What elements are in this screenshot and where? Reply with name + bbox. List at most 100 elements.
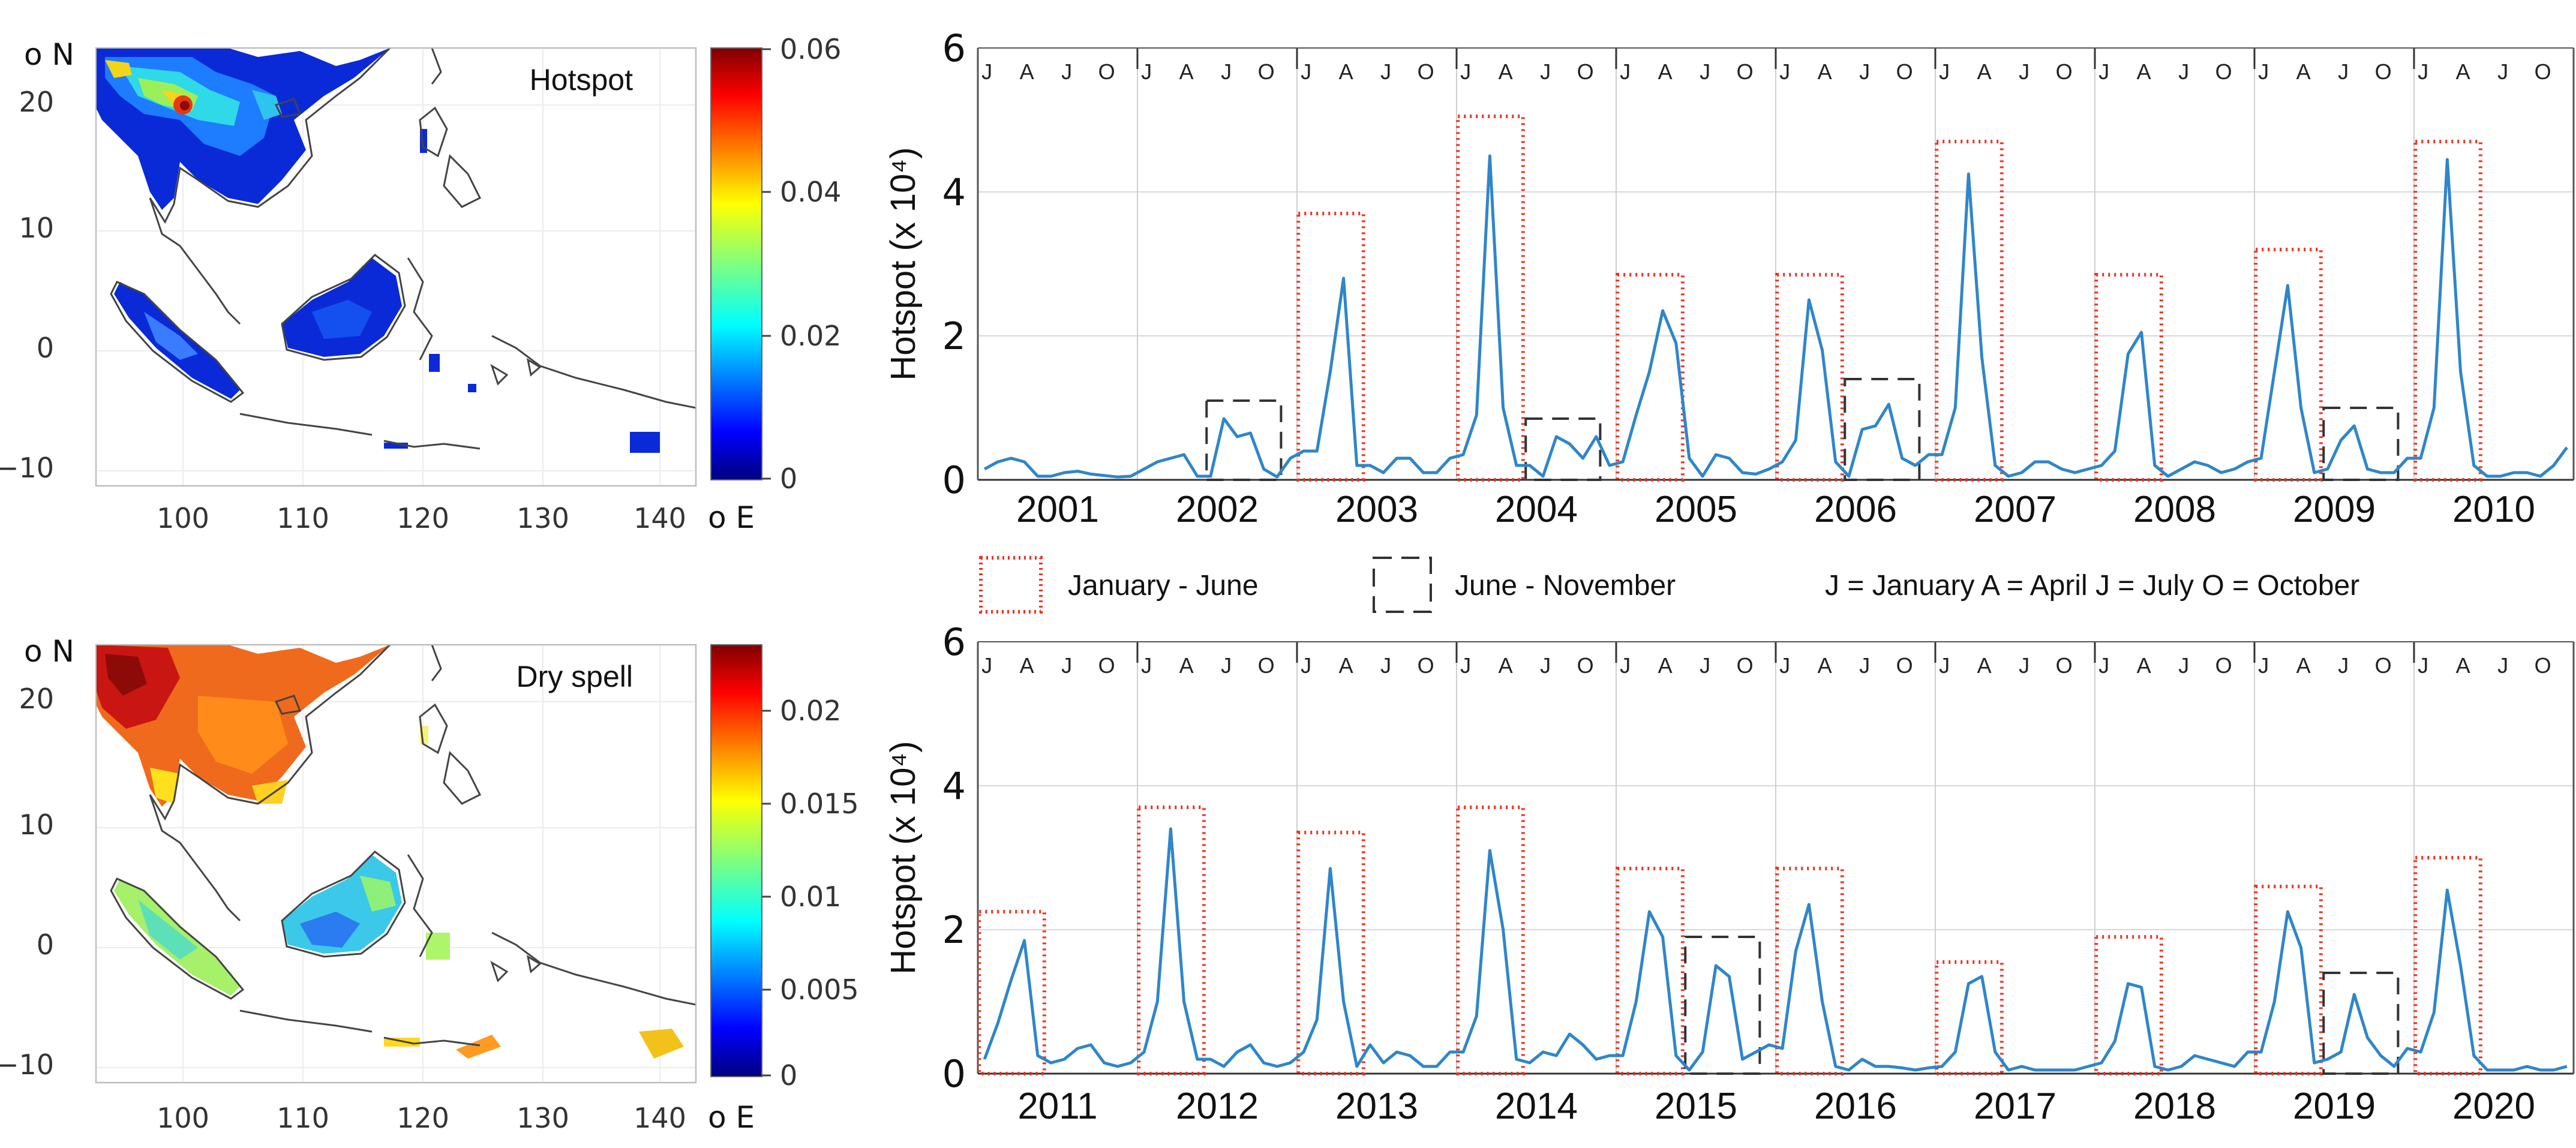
colorbar-tick: 0.02 [780,320,841,352]
month-label: O [2215,59,2232,84]
month-label: J [1939,59,1950,84]
month-label: O [1418,653,1434,678]
dryspell-density-layer [96,645,684,1059]
map-border [95,644,696,1083]
month-label: J [981,59,992,84]
month-label: J [1540,59,1551,84]
lon-tick: 140 [634,502,686,534]
year-label: 2006 [1814,489,1897,530]
lat-tick: −10 [0,452,54,484]
colorbar-tick: 0.015 [780,788,859,820]
y-tick-label: 4 [942,170,966,214]
jan-jun-box [1616,273,1685,482]
coastline [110,48,696,450]
lon-tick: 100 [157,1102,209,1134]
hotspot-colorbar: 0.06 0.04 0.02 0 [710,33,841,495]
month-label: J [1460,653,1471,678]
lon-tick: 110 [277,1102,329,1134]
month-label: J [1700,59,1710,84]
year-label: 2014 [1495,1086,1578,1127]
dryspell-colorbar: 0.02 0.015 0.01 0.005 0 [710,644,859,1092]
lat-tick: 0 [37,332,54,364]
year-label: 2008 [2133,489,2216,530]
year-label: 2019 [2293,1086,2376,1127]
lat-tick: −10 [0,1048,54,1081]
month-label: O [2215,653,2232,678]
month-label: J [1061,59,1072,84]
map-title: Hotspot [530,63,633,97]
month-label: A [2296,653,2311,678]
month-label: A [2456,59,2470,84]
colorbar-tick: 0.005 [780,973,859,1006]
lon-tick: 120 [397,502,449,534]
month-label: O [1737,59,1754,84]
month-label: J [1221,59,1232,84]
month-label: O [2375,59,2392,84]
jan-jun-box [2413,856,2482,1075]
month-label: J [1380,59,1391,84]
year-label: 2011 [1017,1086,1097,1127]
month-label: A [1179,59,1194,84]
month-label: J [2098,59,2109,84]
jan-jun-box [1456,806,1525,1075]
legend: January - June June - November J = Janua… [979,556,2359,614]
month-label: J [1859,59,1870,84]
y-axis-label: Hotspot (x 10⁴) [884,147,923,380]
month-label: J [2178,653,2189,678]
colorbar-tick: 0.04 [780,176,841,208]
month-label: J [2178,59,2189,84]
month-label: J [1779,653,1790,678]
month-label: J [2497,653,2508,678]
lon-tick: 120 [397,1102,449,1134]
month-label: O [1577,653,1594,678]
colorbar-tick: 0.01 [780,880,841,913]
lat-tick: 10 [19,212,54,244]
year-label: 2009 [2293,489,2376,530]
month-label: O [1737,653,1754,678]
year-label: 2010 [2452,489,2535,530]
year-label: 2018 [2133,1086,2216,1127]
legend-jun-nov-label: June - November [1455,570,1676,602]
y-tick-label: 2 [942,908,966,952]
jan-jun-box [977,910,1046,1075]
month-label: A [1339,653,1353,678]
year-label: 2004 [1495,489,1578,530]
legend-jan-jun-swatch [979,556,1043,614]
map-title: Dry spell [517,660,633,693]
y-tick-label: 0 [942,458,966,502]
month-label: A [1818,59,1832,84]
colorbar-tick: 0 [780,1059,797,1092]
month-label: A [1020,653,1034,678]
lat-tick: 20 [19,683,54,715]
month-label: O [2056,59,2073,84]
month-label: J [2497,59,2508,84]
month-label: A [2137,59,2151,84]
year-label: 2012 [1176,1086,1259,1127]
jun-nov-box [2322,407,2400,481]
lon-unit: o E [708,1100,755,1135]
month-label: A [1179,653,1194,678]
map-border [95,47,696,486]
month-label: J [1700,653,1710,678]
year-label: 2020 [2452,1086,2535,1127]
lon-tick: 130 [517,1102,569,1134]
jan-jun-box [1935,960,2004,1075]
month-label: A [1499,653,1513,678]
jan-jun-box [1296,831,1365,1075]
lat-unit: o N [24,37,74,72]
jun-nov-box [2322,972,2400,1075]
colorbar-tick: 0.02 [780,695,841,727]
month-label: J [2019,653,2029,678]
month-label: A [1818,653,1832,678]
year-label: 2002 [1176,489,1259,530]
colorbar-tick: 0.06 [780,33,841,65]
month-label: J [1939,653,1950,678]
month-label: A [2296,59,2311,84]
month-label: O [1098,59,1115,84]
month-label: O [1577,59,1594,84]
jan-jun-box [2413,140,2482,482]
legend-jun-nov-swatch [1373,557,1432,613]
jan-jun-box [1296,212,1365,482]
